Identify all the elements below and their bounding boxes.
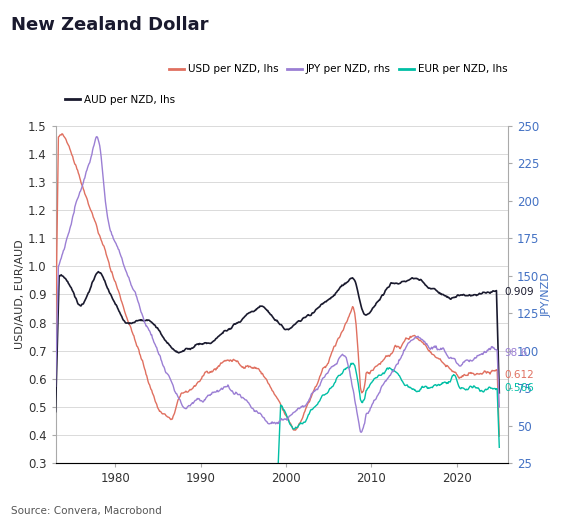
Legend: AUD per NZD, lhs: AUD per NZD, lhs — [61, 90, 179, 109]
Text: Source: Convera, Macrobond: Source: Convera, Macrobond — [11, 506, 162, 516]
Text: 98.6: 98.6 — [505, 348, 528, 358]
Text: 0.612: 0.612 — [505, 370, 534, 380]
Text: New Zealand Dollar: New Zealand Dollar — [11, 16, 209, 34]
Text: 0.909: 0.909 — [505, 287, 534, 297]
Y-axis label: JPY/NZD: JPY/NZD — [542, 272, 552, 317]
Text: 0.566: 0.566 — [505, 383, 534, 393]
Y-axis label: USD/AUD, EUR/AUD: USD/AUD, EUR/AUD — [15, 240, 25, 349]
